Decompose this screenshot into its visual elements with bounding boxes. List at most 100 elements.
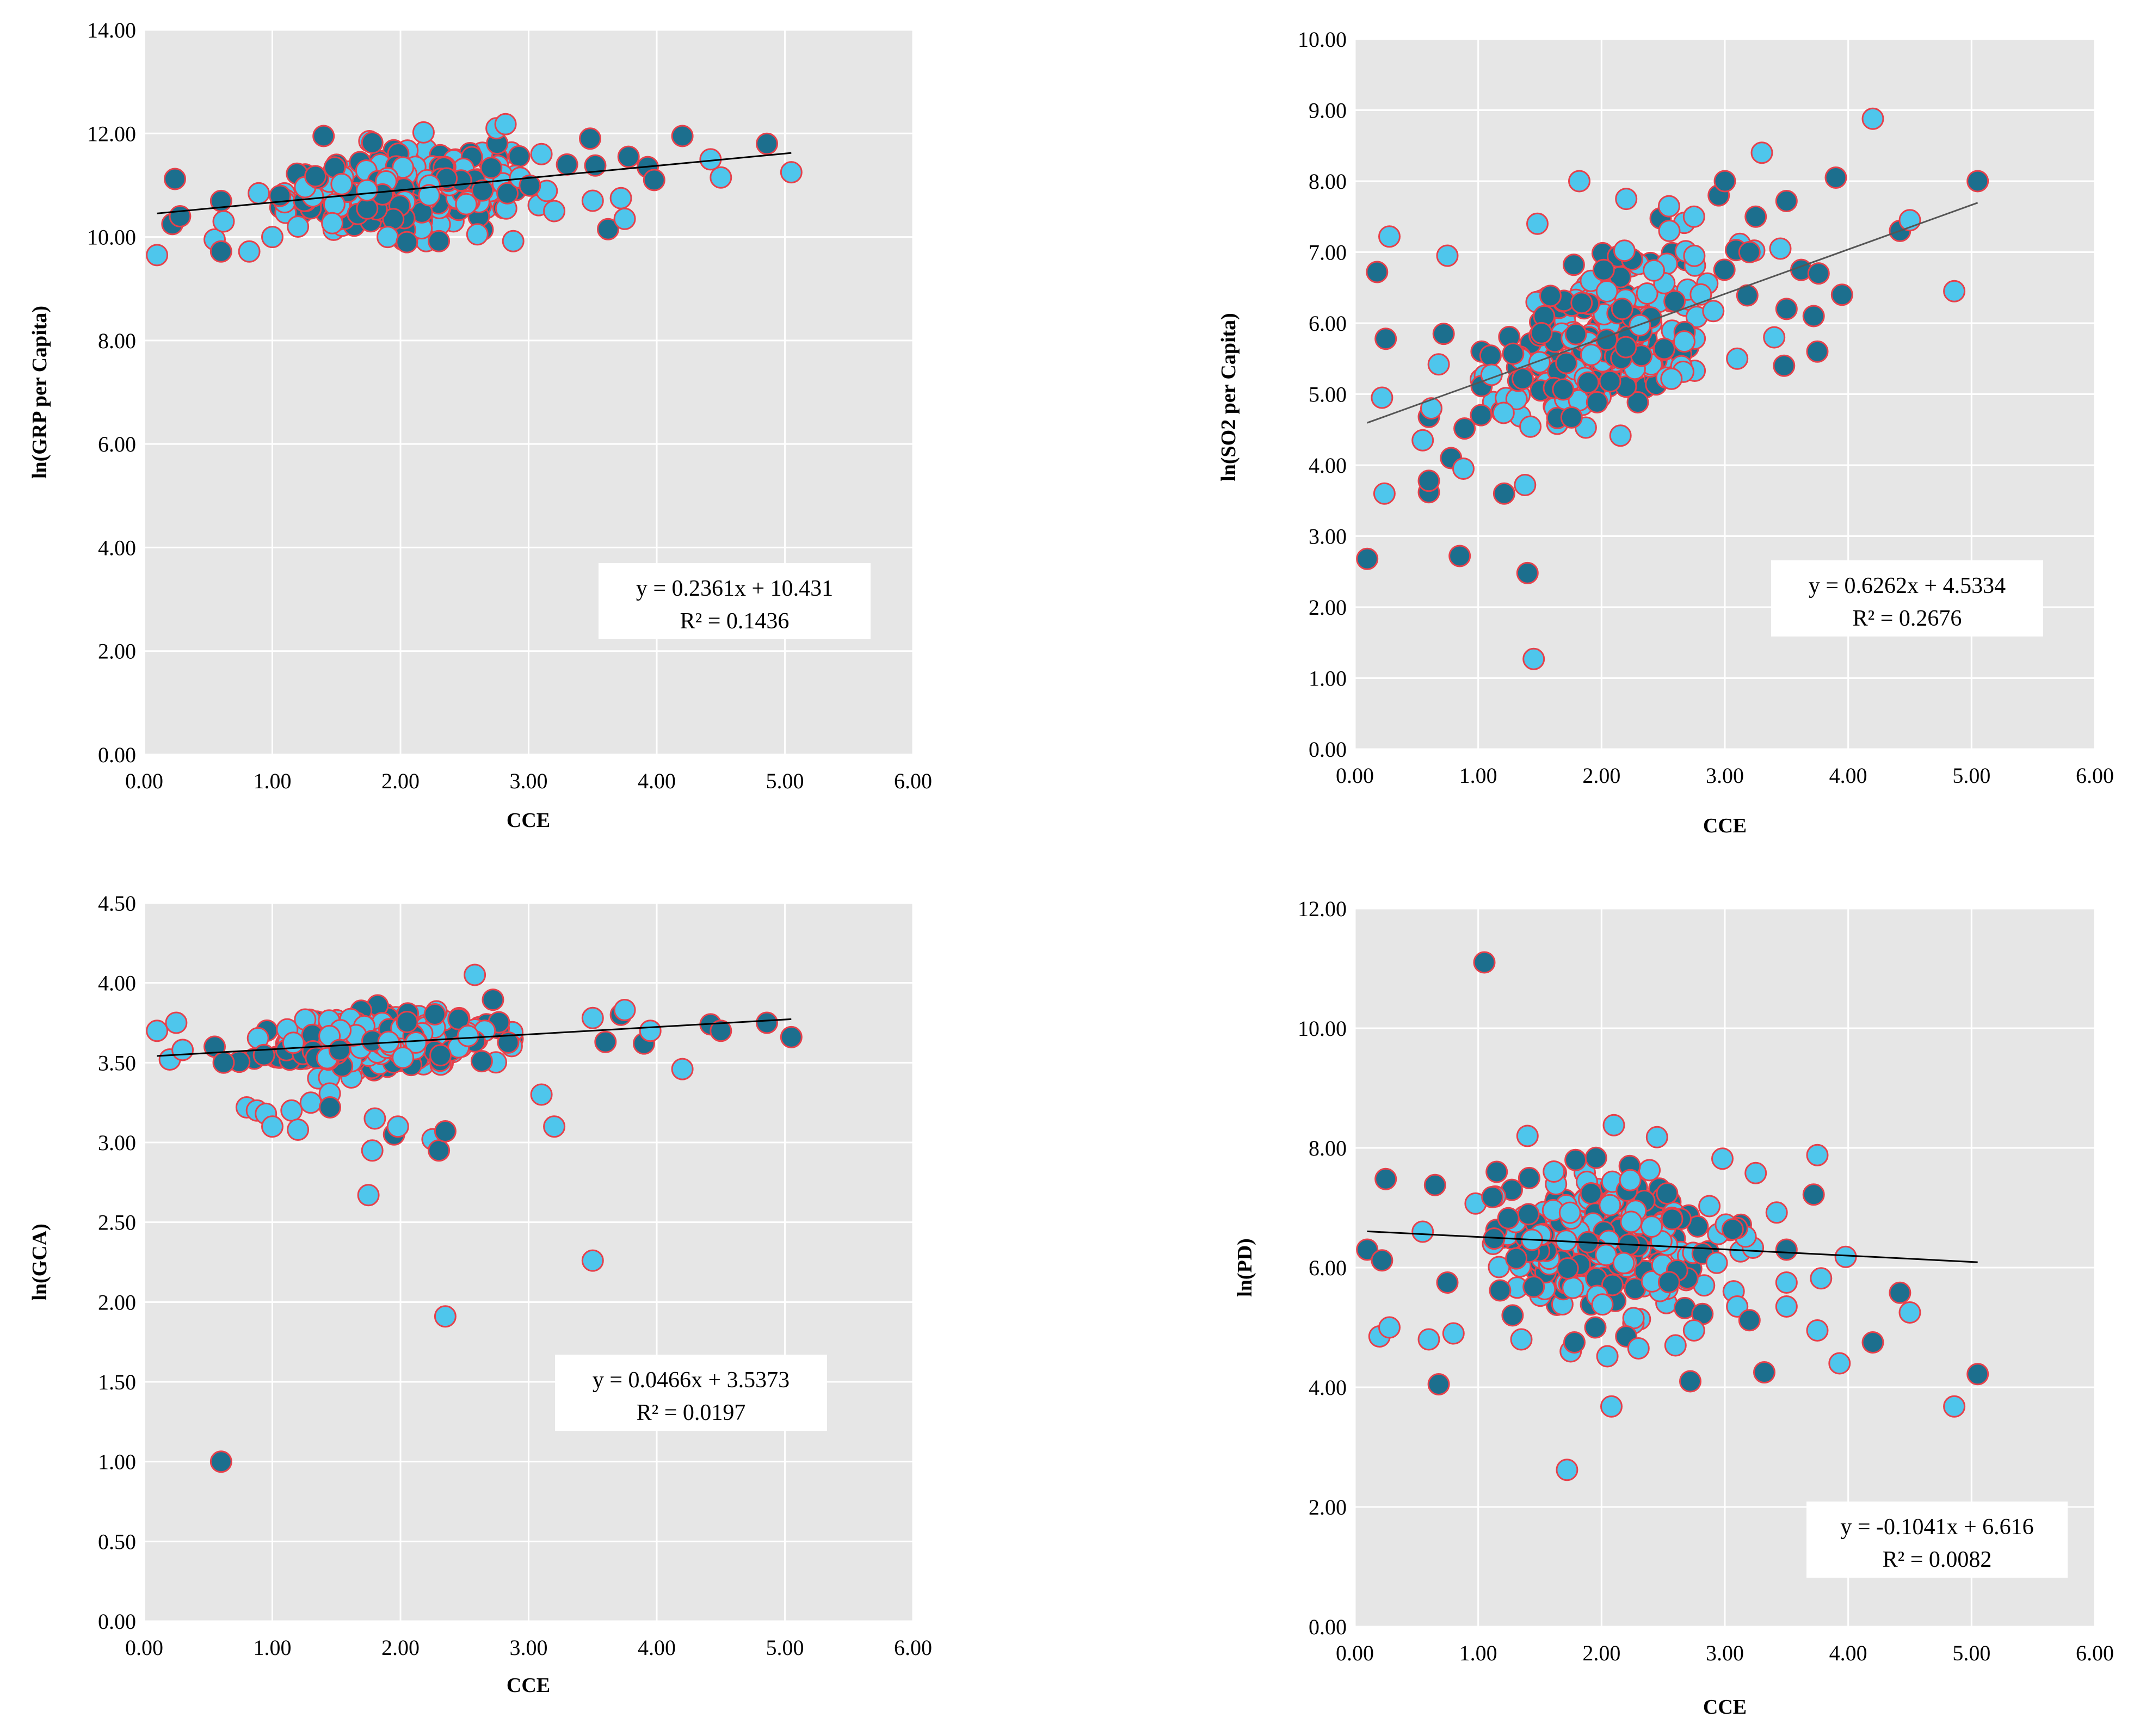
- scatter-point: [434, 1120, 457, 1142]
- x-tick-label: 1.00: [1459, 1641, 1497, 1665]
- scatter-point: [1657, 195, 1680, 218]
- scatter-point: [1481, 1185, 1504, 1208]
- scatter-point: [1744, 1162, 1767, 1184]
- scatter-point: [1512, 367, 1534, 390]
- scatter-point: [1580, 1182, 1602, 1204]
- trend-equation: y = 0.2361x + 10.431: [636, 576, 833, 601]
- scatter-point: [1417, 1328, 1440, 1351]
- trendline: [1367, 1230, 1978, 1263]
- scatter-point: [361, 1139, 384, 1162]
- scatter-point: [508, 145, 531, 168]
- x-tick-label: 2.00: [381, 1635, 420, 1660]
- scatter-point: [470, 1050, 493, 1073]
- y-tick-label: 10.00: [1298, 1016, 1347, 1041]
- trendline: [157, 1018, 792, 1057]
- trend-equation: y = 0.0466x + 3.5373: [593, 1368, 790, 1393]
- y-tick-label: 10.00: [87, 225, 136, 250]
- scatter-point: [1371, 1249, 1393, 1272]
- y-tick-label: 3.00: [1309, 524, 1347, 549]
- y-tick-label: 4.00: [98, 535, 136, 560]
- scatter-point: [418, 184, 441, 207]
- x-tick-label: 6.00: [894, 1635, 932, 1660]
- scatter-point: [1564, 323, 1587, 345]
- scatter-point: [1558, 1201, 1581, 1224]
- y-axis-title: ln(GCA): [28, 1224, 51, 1300]
- scatter-points: [146, 963, 803, 1473]
- scatter-point: [455, 193, 478, 215]
- scatter-point: [1806, 1144, 1829, 1166]
- scatter-point: [1427, 353, 1450, 376]
- scatter-point: [1802, 1183, 1825, 1206]
- scatter-point: [780, 1025, 803, 1048]
- scatter-point: [1726, 1295, 1749, 1318]
- scatter-point: [1560, 406, 1583, 429]
- scatter-point: [1738, 1309, 1761, 1332]
- scatter-point: [1555, 351, 1578, 374]
- scatter-point: [581, 189, 604, 212]
- y-tick-label: 0.00: [98, 743, 136, 767]
- scatter-point: [530, 1083, 553, 1106]
- equation-box: y = 0.0466x + 3.5373 R² = 0.0197: [555, 1355, 827, 1431]
- y-tick-labels: 0.00 0.50 1.00 1.50 2.00 2.50 3.00 3.50 4.00 4.50: [98, 891, 136, 1634]
- scatter-point: [1556, 1257, 1579, 1280]
- x-tick-label: 2.00: [1582, 763, 1620, 788]
- x-tick-label: 3.00: [510, 1635, 548, 1660]
- x-tick-label: 6.00: [2076, 1641, 2114, 1665]
- scatter-point: [1661, 1208, 1683, 1231]
- scatter-point: [1698, 1195, 1721, 1218]
- scatter-point: [1641, 1215, 1663, 1238]
- y-tick-label: 4.00: [98, 971, 136, 996]
- y-tick-label: 8.00: [1309, 169, 1347, 194]
- scatter-point: [1489, 1279, 1512, 1302]
- scatter-point: [396, 1011, 418, 1033]
- scatter-point: [1738, 241, 1761, 263]
- scatter-point: [1411, 429, 1434, 452]
- trendline: [157, 152, 792, 214]
- scatter-point: [1744, 205, 1767, 228]
- scatter-point: [1763, 326, 1786, 349]
- scatter-point: [330, 172, 353, 195]
- y-tick-label: 3.50: [98, 1051, 136, 1075]
- scatter-point: [1638, 1159, 1661, 1182]
- scatter-point: [280, 1099, 303, 1122]
- scatter-point: [1683, 244, 1706, 267]
- y-tick-label: 2.00: [1309, 1495, 1347, 1519]
- y-tick-label: 0.00: [1309, 1615, 1347, 1639]
- scatter-point: [1682, 1319, 1705, 1342]
- scatter-point: [594, 1030, 617, 1053]
- scatter-point: [1479, 344, 1502, 367]
- scatter-point: [617, 145, 640, 168]
- scatter-point: [1543, 1160, 1565, 1183]
- scatter-point: [1750, 141, 1773, 164]
- scatter-point: [1807, 262, 1830, 285]
- scatter-point: [169, 205, 192, 227]
- scatter-point: [1417, 469, 1440, 492]
- scatter-point: [1711, 1147, 1734, 1170]
- scatter-point: [252, 1043, 275, 1066]
- x-axis-title: CCE: [1703, 814, 1747, 837]
- scatter-point: [1528, 351, 1551, 374]
- scatter-point: [386, 1115, 409, 1138]
- scatter-point: [756, 132, 778, 155]
- scatter-point: [609, 187, 632, 209]
- scatter-point: [494, 113, 517, 135]
- scatter-point: [1556, 1459, 1578, 1481]
- scatter-point: [1378, 1316, 1401, 1339]
- scatter-point: [1966, 170, 1989, 193]
- scatter-point: [1626, 391, 1649, 413]
- scatter-point: [1522, 647, 1545, 670]
- x-tick-label: 4.00: [1829, 763, 1867, 788]
- scatter-point: [287, 215, 310, 238]
- scatter-point: [496, 182, 519, 205]
- chart-panel-pd: 0.00 2.00 4.00 6.00 8.00 10.00 12.00 0.00 1.00 2…: [1234, 897, 2114, 1719]
- x-tick-label: 1.00: [1459, 763, 1497, 788]
- scatter-point: [1356, 547, 1379, 570]
- scatter-point: [377, 226, 399, 249]
- scatter-point: [1620, 1210, 1643, 1233]
- y-tick-label: 2.50: [98, 1210, 136, 1235]
- scatter-point: [1830, 283, 1853, 306]
- scatter-point: [1600, 1395, 1623, 1418]
- r-squared: R² = 0.1436: [680, 609, 790, 634]
- scatter-point: [1514, 474, 1537, 496]
